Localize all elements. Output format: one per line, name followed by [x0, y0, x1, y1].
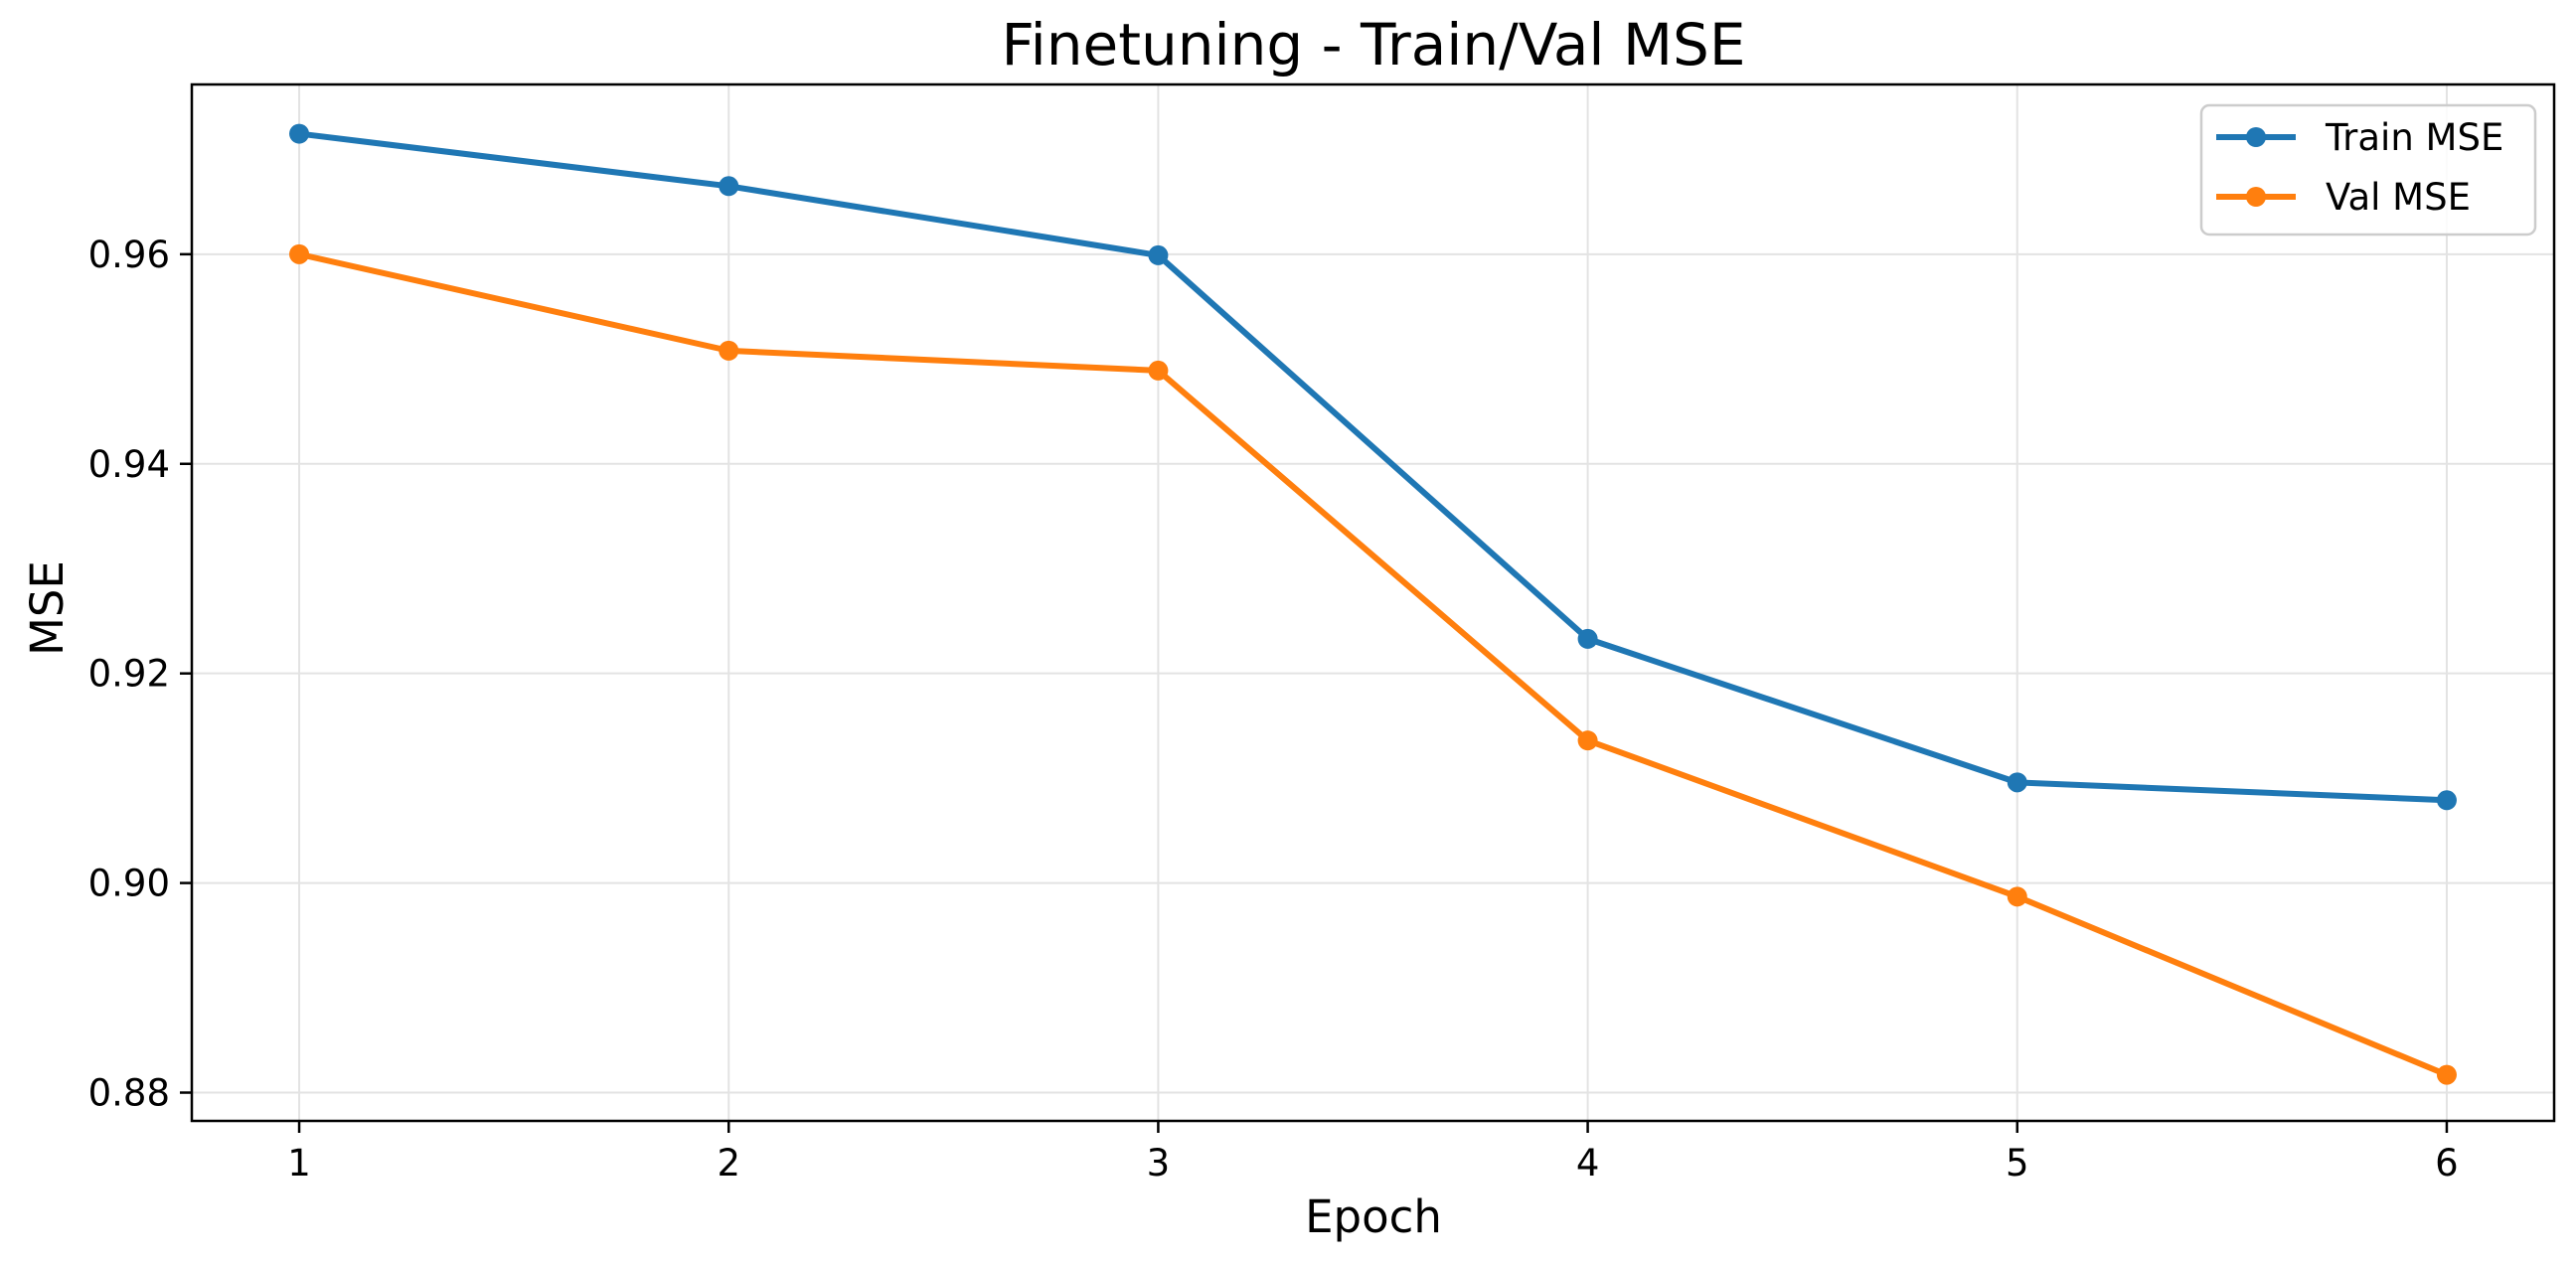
data-point-val-mse: [719, 340, 739, 361]
y-tick-label: 0.96: [88, 234, 170, 276]
y-tick-label: 0.92: [88, 653, 170, 696]
x-tick-label: 3: [1147, 1142, 1171, 1185]
data-point-train-mse: [719, 176, 739, 197]
y-tick-label: 0.90: [88, 863, 170, 905]
data-point-train-mse: [289, 123, 310, 144]
data-point-val-mse: [2436, 1064, 2457, 1085]
data-point-train-mse: [1577, 628, 1598, 649]
x-tick-label: 1: [287, 1142, 311, 1185]
x-tick-label: 5: [2006, 1142, 2029, 1185]
x-axis: 1 2 3 4 5 6: [287, 1121, 2459, 1185]
legend-label-train: Train MSE: [2325, 116, 2503, 159]
data-point-train-mse: [1148, 244, 1169, 265]
y-axis: 0.88 0.90 0.92 0.94 0.96: [88, 234, 192, 1115]
x-tick-label: 4: [1576, 1142, 1600, 1185]
x-tick-label: 2: [717, 1142, 740, 1185]
series-line-val-mse: [296, 250, 2450, 1078]
y-axis-label: MSE: [21, 560, 74, 656]
x-axis-label: Epoch: [1305, 1190, 1442, 1243]
data-point-train-mse: [2007, 772, 2027, 793]
data-point-train-mse: [2436, 790, 2457, 811]
series-line-train-mse: [296, 130, 2450, 804]
grid-lines: [192, 84, 2554, 1121]
y-tick-label: 0.88: [88, 1072, 170, 1115]
data-point-val-mse: [1148, 360, 1169, 381]
plot-series: [289, 123, 2457, 1085]
data-point-val-mse: [289, 243, 310, 264]
plot-frame: [190, 82, 2556, 1123]
data-point-val-mse: [1577, 730, 1598, 751]
chart-title: Finetuning - Train/Val MSE: [1002, 11, 1746, 79]
x-tick-label: 6: [2435, 1142, 2459, 1185]
legend-marker-train: [2246, 127, 2266, 147]
series-val-mse: [289, 243, 2457, 1085]
y-tick-label: 0.94: [88, 443, 170, 486]
legend-label-val: Val MSE: [2326, 176, 2471, 219]
series-train-mse: [289, 123, 2457, 811]
legend: Train MSE Val MSE: [2199, 103, 2537, 237]
data-point-val-mse: [2007, 886, 2027, 907]
legend-marker-val: [2246, 187, 2266, 207]
